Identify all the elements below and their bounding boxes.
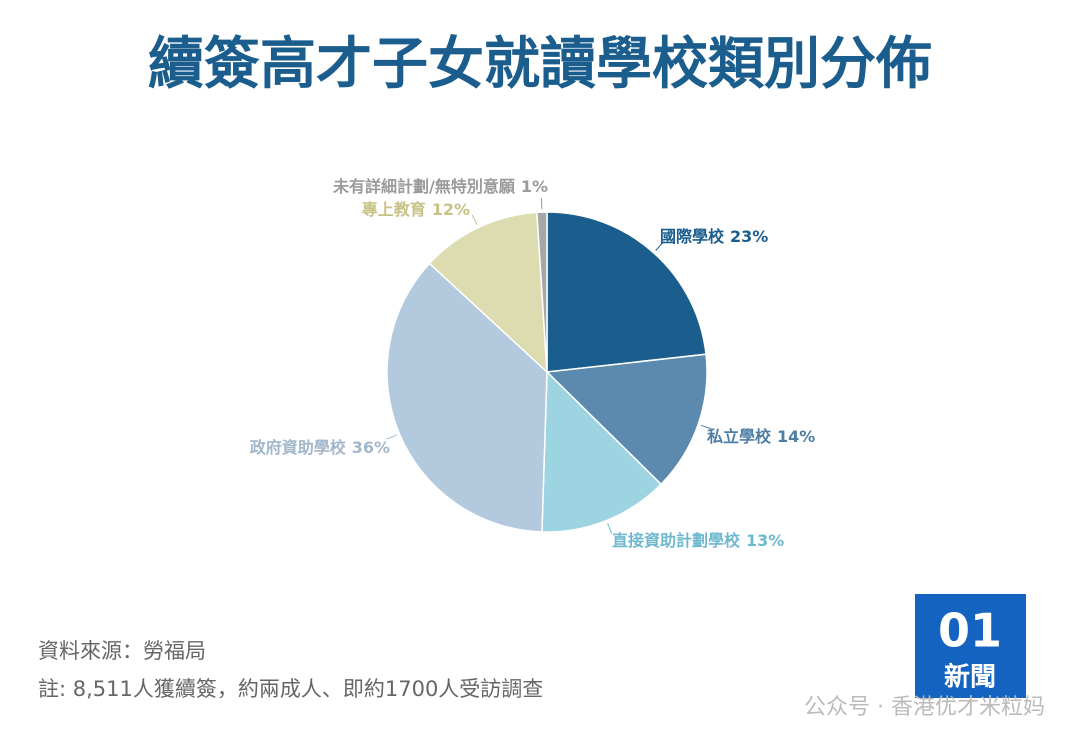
category-label: 私立學校 bbox=[707, 427, 772, 446]
value-label: 23% bbox=[730, 227, 768, 246]
category-label: 直接資助計劃學校 bbox=[612, 531, 741, 550]
leader-line bbox=[386, 434, 397, 440]
category-label: 專上教育 bbox=[362, 200, 426, 219]
watermark: 公众号 · 香港优才米粒妈 bbox=[804, 695, 1045, 720]
pie: 國際學校 23% 私立學校 14% 直接資助計劃學校 13% 政府資助學校 36% 專上教育 12… bbox=[250, 177, 816, 550]
pie-slice bbox=[536, 211, 548, 373]
value-label: 1% bbox=[521, 177, 548, 196]
slice-label: 未有詳細計劃/無特別意願 1% bbox=[332, 177, 548, 196]
leader-line bbox=[471, 214, 478, 226]
value-label: 36% bbox=[352, 438, 390, 457]
leader-line bbox=[607, 523, 613, 534]
category-label: 政府資助學校 bbox=[250, 438, 347, 457]
leader-line bbox=[700, 424, 712, 430]
logo-number: 01 bbox=[938, 604, 1002, 658]
pie-slice bbox=[428, 211, 548, 374]
pie-slice bbox=[386, 262, 548, 533]
value-label: 12% bbox=[432, 200, 470, 219]
pie-slice bbox=[545, 353, 708, 486]
value-label: 14% bbox=[777, 427, 815, 446]
pie-slice bbox=[541, 370, 663, 533]
slice-label: 私立學校 14% bbox=[707, 427, 815, 446]
logo-text: 新聞 bbox=[944, 662, 996, 693]
slice-label: 政府資助學校 36% bbox=[250, 438, 390, 457]
category-label: 未有詳細計劃/無特別意願 bbox=[332, 177, 516, 196]
chart-title: 續簽高才子女就讀學校類別分佈 bbox=[148, 32, 932, 97]
category-label: 國際學校 bbox=[660, 227, 725, 246]
value-label: 13% bbox=[746, 531, 784, 550]
slice-label: 國際學校 23% bbox=[660, 227, 768, 246]
slice-label: 專上教育 12% bbox=[362, 200, 470, 219]
slice-label: 直接資助計劃學校 13% bbox=[612, 531, 784, 550]
logo-box bbox=[915, 594, 1026, 698]
note: 註: 8,511人獲續簽，約兩成人、即約1700人受訪調查 bbox=[38, 677, 543, 701]
pie-slice bbox=[546, 211, 707, 373]
leader-line bbox=[655, 241, 664, 251]
source: 資料來源：勞福局 bbox=[38, 639, 206, 663]
